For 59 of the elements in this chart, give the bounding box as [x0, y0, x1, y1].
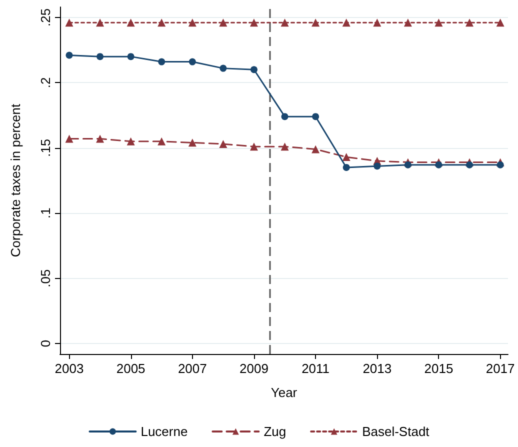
point [435, 161, 442, 168]
point [342, 18, 350, 27]
x-tick-label: 2015 [424, 361, 454, 376]
point [281, 113, 288, 120]
point [466, 18, 474, 27]
point [312, 145, 320, 154]
point [219, 18, 228, 27]
y-tick-label: 0 [38, 340, 53, 348]
point [188, 18, 196, 27]
point [126, 18, 135, 27]
point [158, 137, 166, 146]
point [127, 53, 134, 60]
point [312, 113, 320, 120]
point [496, 161, 504, 168]
point [404, 18, 412, 27]
point [96, 53, 104, 60]
point [342, 153, 350, 162]
legend-label: Zug [264, 424, 286, 439]
point [404, 161, 412, 168]
x-tick-label: 2009 [240, 361, 268, 376]
x-tick-label: 2007 [178, 361, 207, 376]
y-axis-title: Corporate taxes in percent [8, 104, 23, 258]
x-tick-label: 2017 [486, 361, 515, 376]
legend-label: Lucerne [140, 424, 188, 439]
point [280, 142, 289, 151]
point [496, 18, 504, 27]
point [312, 18, 320, 27]
y-tick-label: .2 [38, 77, 53, 88]
point [188, 58, 196, 66]
point [373, 18, 382, 27]
point [250, 66, 258, 74]
point [250, 18, 258, 27]
point [188, 138, 196, 147]
y-tick-label: .15 [38, 138, 53, 157]
y-tick-label: .25 [38, 8, 53, 26]
point [126, 137, 135, 146]
x-tick-label: 2005 [116, 361, 146, 376]
point [374, 162, 381, 170]
y-tick-label: .1 [38, 208, 53, 219]
legend-label: Basel-Stadt [362, 424, 430, 439]
point [158, 58, 166, 66]
point [96, 134, 104, 143]
point [250, 142, 258, 151]
point [158, 18, 166, 27]
y-tick-label: .05 [38, 269, 53, 288]
point [220, 64, 227, 72]
point [66, 52, 73, 59]
point [466, 161, 474, 168]
x-tick-label: 2013 [362, 361, 392, 376]
point [65, 134, 74, 143]
x-axis-title: Year [270, 385, 298, 400]
point [219, 140, 228, 148]
point [342, 164, 350, 171]
x-tick-label: 2011 [302, 361, 330, 376]
x-tick-label: 2003 [54, 361, 84, 376]
point [280, 18, 289, 27]
point [96, 18, 104, 27]
point [434, 18, 443, 27]
point [65, 18, 74, 27]
